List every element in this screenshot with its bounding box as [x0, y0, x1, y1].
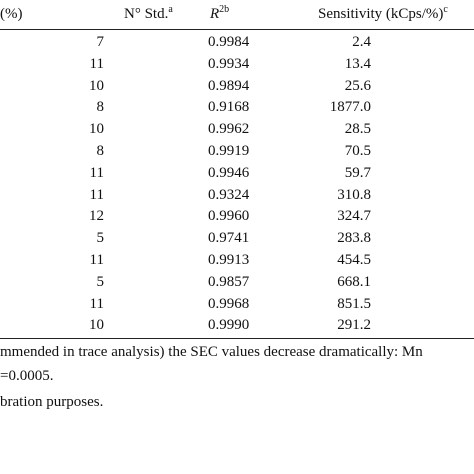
- table-cell: 0.9857: [208, 273, 250, 290]
- header-rule: [0, 29, 474, 30]
- footnote-mark: a: [168, 4, 173, 15]
- table-cell: 0.9960: [208, 208, 250, 225]
- table-cell: 0.9894: [208, 77, 250, 94]
- header-text: N° Std.: [124, 6, 169, 22]
- table-cell: 13.4: [344, 55, 371, 72]
- table-cell: 11: [89, 186, 104, 203]
- table-cell: 0.9168: [208, 99, 250, 116]
- table-cell: 5: [96, 273, 105, 290]
- table-cell: 5: [96, 230, 105, 247]
- footnote: bration purposes.: [0, 394, 104, 410]
- table-cell: 10: [89, 121, 104, 138]
- table-cell: 1877.0: [329, 99, 371, 116]
- table-cell: 12: [89, 208, 104, 225]
- table-cell: 0.9946: [208, 164, 250, 181]
- footnote: mmended in trace analysis) the SEC value…: [0, 344, 423, 360]
- table-cell: 8: [96, 143, 105, 159]
- table-cell: 310.8: [337, 186, 371, 203]
- table-cell: 25.6: [344, 77, 371, 94]
- table-cell: 11: [89, 55, 104, 72]
- table-cell: 668.1: [337, 273, 371, 290]
- bottom-rule: [0, 338, 474, 339]
- header-cell: R2b: [210, 5, 229, 23]
- table-cell: 0.9913: [208, 252, 250, 268]
- table-cell: 11: [89, 164, 104, 181]
- header-cell: Sensitivity (kCps/%)c: [318, 5, 448, 23]
- table-cell: 11: [89, 295, 104, 312]
- footnote-mark: c: [443, 4, 448, 15]
- table-cell: 2.4: [352, 34, 371, 50]
- table-cell: 454.5: [337, 252, 371, 268]
- table-cell: 59.7: [344, 164, 371, 181]
- table-cell: 0.9919: [208, 143, 250, 159]
- table-cell: 7: [96, 34, 105, 50]
- table-cell: 0.9324: [208, 186, 250, 203]
- footnote-mark: 2b: [219, 4, 230, 15]
- header-cell: (%): [0, 6, 23, 22]
- table-cell: 0.9741: [208, 230, 250, 247]
- table-cell: 0.9990: [208, 317, 250, 334]
- table-cell: 0.9984: [208, 34, 250, 50]
- header-text: Sensitivity (kCps/%): [318, 6, 444, 22]
- header-text: R: [210, 6, 220, 22]
- table-cell: 11: [89, 252, 104, 268]
- table-cell: 8: [96, 99, 105, 116]
- table-cell: 851.5: [337, 295, 371, 312]
- table-cell: 0.9934: [208, 55, 250, 72]
- table-cell: 10: [89, 77, 104, 94]
- table-cell: 324.7: [337, 208, 371, 225]
- table-cell: 10: [89, 317, 104, 334]
- table-cell: 0.9968: [208, 295, 250, 312]
- table-cell: 28.5: [344, 121, 371, 138]
- table-cell: 283.8: [337, 230, 371, 247]
- table-cell: 0.9962: [208, 121, 250, 138]
- table-cell: 70.5: [344, 143, 371, 159]
- table-cell: 291.2: [337, 317, 371, 334]
- header-cell: N° Std.a: [124, 5, 173, 23]
- footnote: =0.0005.: [0, 368, 54, 384]
